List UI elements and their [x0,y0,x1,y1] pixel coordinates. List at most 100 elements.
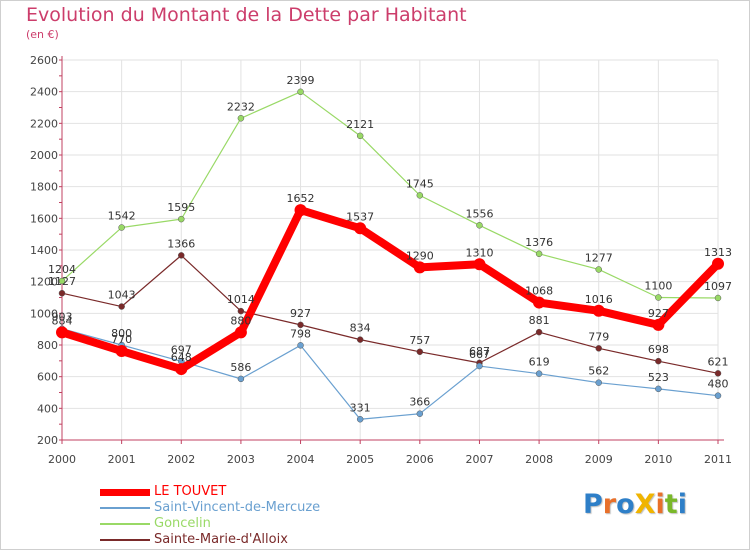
data-label: 1204 [48,263,76,276]
series-point-1 [416,410,424,417]
series-lines [56,88,724,423]
series-point-2 [714,294,722,302]
series-point-2 [535,250,543,258]
data-label: 1313 [704,246,732,259]
legend-swatch [100,507,150,509]
x-tick-label: 2010 [644,453,672,466]
data-label: 366 [409,396,430,409]
series-point-2 [476,222,483,229]
series-point-0 [56,326,68,339]
data-label: 667 [469,348,490,361]
y-tick-label: 200 [37,434,58,447]
series-point-1 [595,379,602,386]
series-point-3 [714,370,722,377]
data-label: 2399 [287,74,315,87]
series-point-2 [178,215,185,223]
series-point-0 [533,296,546,309]
x-tick-label: 2007 [465,453,493,466]
series-point-2 [297,88,304,96]
data-label: 1097 [704,280,732,293]
data-label: 800 [111,327,132,340]
data-label: 798 [290,327,311,340]
series-point-3 [118,303,125,310]
series-point-0 [592,304,605,317]
legend-label: Goncelin [154,516,211,531]
legend-label: LE TOUVET [154,484,227,499]
data-label: 779 [588,330,609,343]
series-point-1 [655,385,662,393]
data-label: 1310 [465,246,493,259]
series-point-3 [535,328,543,336]
series-point-0 [115,345,128,358]
data-label: 1556 [465,207,493,220]
data-label: 834 [350,322,371,335]
series-point-0 [473,258,486,271]
series-point-3 [178,252,185,259]
y-tick-label: 1600 [30,212,58,225]
series-point-0 [294,204,307,217]
logo-letter: i [677,489,687,520]
data-label: 1652 [287,192,315,205]
chart-title: Evolution du Montant de la Dette par Hab… [26,4,467,26]
series-point-2 [118,224,125,231]
data-label: 648 [171,351,192,364]
series-point-0 [234,326,247,339]
series-point-2 [58,277,66,285]
logo-letter: t [664,489,678,520]
x-tick-label: 2002 [167,453,195,466]
series-point-3 [237,307,245,315]
data-labels: 884 770 648 880 1652 1537 1290 1310 1068 1016 927 1… [48,74,732,414]
data-label: 770 [111,333,132,346]
data-label: 2232 [227,100,255,113]
y-tick-label: 1200 [30,276,58,289]
data-label: 1537 [346,210,374,223]
series-point-0 [712,257,724,270]
data-label: 621 [708,355,729,368]
data-label: 562 [588,365,609,378]
x-tick-label: 2004 [287,453,315,466]
series-line-0 [58,206,722,374]
data-label: 1014 [227,293,255,306]
data-label: 1376 [525,236,553,249]
series-point-1 [714,392,722,399]
tick-labels: 200 400 600 800 1000 1200 1400 1600 1800 2000 2200… [30,54,732,466]
x-tick-label: 2003 [227,453,255,466]
series-line-2 [61,91,719,299]
series-point-1 [237,375,245,383]
series-point-0 [652,318,665,331]
y-tick-label: 1800 [30,181,58,194]
legend-label: Sainte-Marie-d'Alloix [154,532,288,547]
data-label: 480 [708,378,729,391]
series-point-2 [595,266,602,273]
data-label: 1366 [167,237,195,250]
logo-letter: o [616,489,635,520]
y-tick-label: 800 [37,339,58,352]
logo-letter: X [634,489,656,520]
legend-label: Saint-Vincent-de-Mercuze [154,500,321,515]
data-label: 697 [171,343,192,356]
x-tick-label: 2008 [525,453,553,466]
legend-swatch [100,523,150,525]
x-tick-label: 2009 [585,453,613,466]
x-tick-label: 2011 [704,453,732,466]
data-label: 884 [52,314,73,327]
x-tick-label: 2000 [48,453,76,466]
series-point-0 [413,261,426,274]
series-point-2 [416,192,424,199]
series-point-0 [354,222,367,235]
series-point-1 [297,342,304,349]
data-label: 1016 [585,293,613,306]
series-point-1 [535,370,543,377]
series-point-3 [595,345,602,352]
proxiti-logo: ProXiti [583,489,687,520]
data-label: 586 [230,361,251,374]
data-label: 687 [469,345,490,358]
series-point-3 [356,336,364,343]
data-label: 2121 [346,118,374,131]
series-line-3 [61,254,719,374]
y-tick-label: 2600 [30,54,58,67]
data-label: 698 [648,343,669,356]
series-point-2 [655,294,662,301]
logo-letter: P [583,489,603,520]
